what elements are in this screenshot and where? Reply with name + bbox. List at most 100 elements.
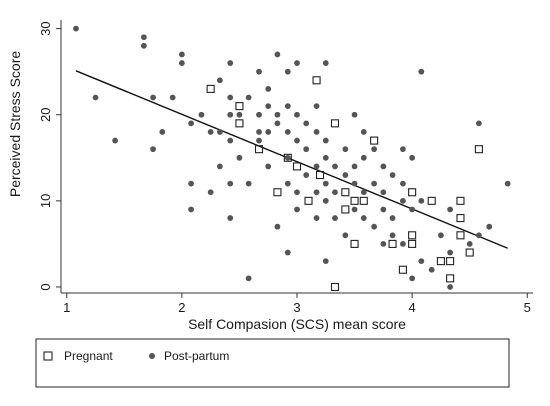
legend-label-post-partum: Post-partum bbox=[164, 349, 229, 363]
pregnant-point bbox=[408, 188, 417, 197]
post-partum-point bbox=[265, 85, 272, 92]
pregnant-point bbox=[350, 196, 359, 205]
legend-marker-post-partum bbox=[149, 353, 155, 359]
post-partum-point bbox=[169, 94, 176, 101]
post-partum-point bbox=[294, 137, 300, 144]
pregnant-point bbox=[206, 84, 215, 93]
post-partum-point bbox=[313, 163, 320, 170]
x-axis-label: Self Compasion (SCS) mean score bbox=[188, 316, 406, 332]
post-partum-point bbox=[284, 103, 291, 110]
post-partum-point bbox=[274, 51, 281, 58]
y-axis-label: Perceived Stress Score bbox=[7, 51, 23, 197]
post-partum-point bbox=[227, 111, 234, 118]
pregnant-point bbox=[456, 231, 465, 240]
post-partum-point bbox=[342, 232, 349, 239]
post-partum-point bbox=[188, 206, 194, 213]
post-partum-point bbox=[447, 206, 454, 213]
post-partum-point bbox=[227, 137, 234, 144]
post-partum-point bbox=[159, 129, 166, 135]
post-partum-point bbox=[245, 275, 252, 282]
y-tick-label: 10 bbox=[38, 194, 53, 208]
x-axis-ticks: 1 2 3 4 5 bbox=[63, 293, 531, 315]
post-partum-point bbox=[188, 180, 194, 187]
post-partum-point bbox=[418, 197, 425, 204]
post-partum-point bbox=[188, 120, 194, 127]
post-partum-point bbox=[332, 189, 338, 196]
post-partum-point bbox=[475, 232, 482, 239]
post-partum-point bbox=[380, 189, 387, 196]
post-partum-point bbox=[216, 77, 223, 84]
post-partum-point bbox=[400, 197, 406, 204]
post-partum-point bbox=[400, 241, 406, 247]
legend-label-pregnant: Pregnant bbox=[64, 349, 113, 363]
post-partum-point bbox=[360, 189, 367, 196]
post-partum-point bbox=[360, 215, 367, 221]
post-partum-point bbox=[207, 129, 214, 135]
post-partum-point bbox=[409, 275, 416, 282]
post-partum-point bbox=[112, 137, 119, 144]
post-partum-point bbox=[150, 146, 156, 153]
post-partum-point bbox=[313, 103, 320, 110]
post-partum-point bbox=[236, 154, 243, 161]
pregnant-point bbox=[330, 119, 340, 128]
pregnant-point bbox=[370, 136, 379, 145]
post-partum-point bbox=[303, 172, 310, 178]
post-partum-point bbox=[274, 120, 281, 127]
pregnant-point bbox=[235, 119, 244, 128]
post-partum-point bbox=[284, 68, 291, 75]
post-partum-point bbox=[360, 129, 367, 135]
post-partum-point bbox=[265, 129, 272, 135]
post-partum-point bbox=[207, 189, 214, 196]
legend-box bbox=[35, 338, 510, 388]
post-partum-point bbox=[389, 172, 396, 178]
pregnant-point bbox=[388, 239, 397, 248]
post-partum-point bbox=[265, 103, 272, 110]
post-partum-point bbox=[256, 129, 262, 135]
post-partum-point bbox=[360, 154, 367, 161]
post-partum-point bbox=[418, 68, 425, 75]
pregnant-point bbox=[273, 188, 282, 197]
post-partum-point bbox=[418, 258, 425, 265]
post-partum-point bbox=[245, 94, 252, 101]
post-partum-point bbox=[313, 215, 320, 221]
post-partum-point bbox=[380, 206, 387, 213]
post-partum-point bbox=[178, 51, 185, 58]
pregnant-point bbox=[474, 145, 483, 154]
post-partum-point bbox=[92, 94, 99, 101]
pregnant-point bbox=[408, 239, 417, 248]
post-partum-point bbox=[294, 206, 300, 213]
post-partum-point bbox=[294, 111, 300, 118]
post-partum-point bbox=[486, 223, 493, 230]
post-partum-point bbox=[380, 163, 387, 170]
post-partum-point bbox=[284, 180, 291, 187]
post-partum-point bbox=[322, 258, 329, 265]
pregnant-point bbox=[341, 205, 350, 214]
post-partum-point bbox=[447, 284, 454, 290]
post-partum-point bbox=[351, 206, 358, 213]
post-partum-point bbox=[389, 215, 396, 221]
x-tick-label: 2 bbox=[178, 300, 185, 315]
y-tick-label: 30 bbox=[38, 21, 53, 35]
post-partum-point bbox=[73, 25, 79, 32]
post-partum-point bbox=[284, 249, 291, 256]
post-partum-point bbox=[198, 111, 205, 118]
y-tick-label: 0 bbox=[38, 283, 53, 290]
post-partum-point bbox=[313, 129, 320, 135]
pregnant-point bbox=[330, 282, 340, 292]
post-partum-point bbox=[322, 197, 329, 204]
pregnant-point bbox=[235, 102, 244, 111]
post-partum-point bbox=[322, 137, 329, 144]
pregnant-point bbox=[359, 196, 368, 205]
post-partum-point bbox=[332, 163, 338, 170]
post-partum-point bbox=[236, 111, 243, 118]
post-partum-point bbox=[351, 111, 358, 118]
post-partum-point bbox=[227, 94, 234, 101]
post-partum-point bbox=[342, 172, 349, 178]
post-partum-point bbox=[294, 60, 300, 66]
pregnant-point bbox=[398, 265, 407, 274]
pregnant-point bbox=[312, 76, 321, 85]
post-partum-point bbox=[409, 154, 416, 161]
post-partum-point bbox=[504, 180, 511, 187]
